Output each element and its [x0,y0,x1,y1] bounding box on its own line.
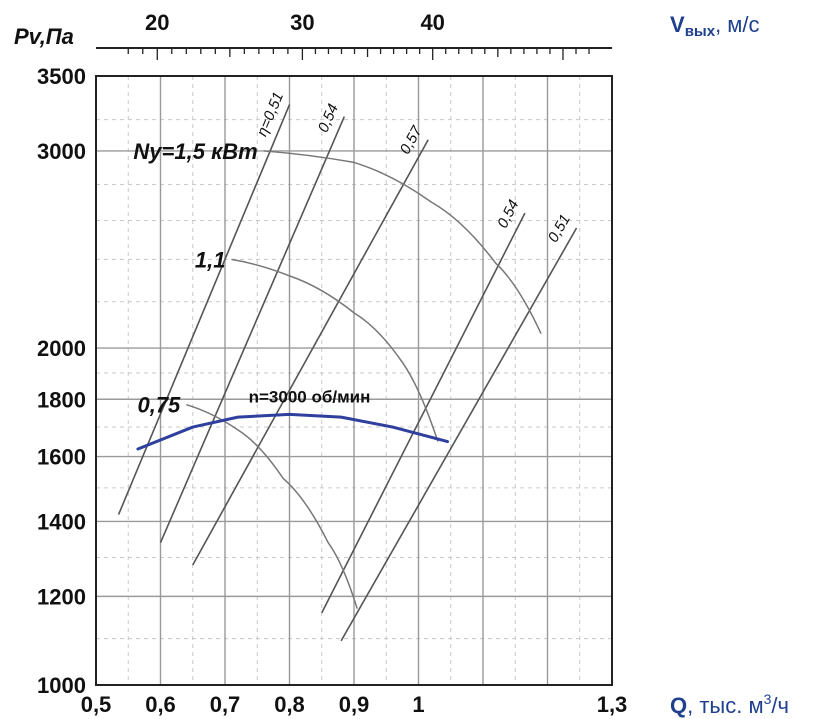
fan-curve [136,412,450,451]
y-tick-label: 2000 [37,336,86,361]
top-axis-label-sub: вых [685,23,716,40]
x-tick-label: 1 [412,692,424,717]
top-tick-label: 20 [145,10,169,35]
x-tick-label: 0,6 [145,692,176,717]
y-tick-label: 3000 [37,139,86,164]
power-curve [263,150,542,334]
major-gridlines [95,75,613,686]
plot-frame [95,75,613,686]
top-tick-label: 40 [420,10,444,35]
top-axis-label-suffix: , м/с [715,12,759,37]
y-tick-label: 1800 [37,387,86,412]
efficiency-lines: η=0,51 0,540,570,54 0,51 [117,90,578,642]
power-curve [186,403,358,609]
power-curve [231,258,439,442]
x-axis-label-suffix: , тыс. м [687,693,763,718]
y-axis-ticks: 1000 1200 1400 1600 1800 2000 3000 3500 [37,64,86,698]
y-axis-label: Pv,Па [14,24,74,49]
x-tick-label: 1,3 [597,692,628,717]
y-tick-label: 1000 [37,673,86,698]
x-axis-label-prefix: Q [670,693,687,718]
power-curve-label: Nу=1,5 кВт [133,139,257,164]
top-tick-label: 30 [290,10,314,35]
x-tick-label: 0,9 [339,692,370,717]
y-tick-label: 1200 [37,584,86,609]
x-axis-label: Q, тыс. м3/ч [670,691,789,718]
efficiency-line [340,227,578,642]
power-curve-label: 0,75 [137,393,181,418]
top-axis-label: Vвых, м/с [670,12,760,40]
top-axis-ticks: 20 30 40 [127,10,590,60]
x-axis-label-sup: 3 [764,691,772,707]
y-tick-label: 3500 [37,64,86,89]
x-tick-label: 0,7 [210,692,241,717]
y-tick-label: 1600 [37,445,86,470]
y-tick-label: 1400 [37,509,86,534]
fan-curve-group: n=3000 об/мин [136,387,450,451]
x-axis-label-tail: /ч [771,693,789,718]
efficiency-label: η=0,51 [254,90,288,139]
power-curves: Nу=1,5 кВт 1,1 0,75 [133,139,542,609]
x-axis-ticks: 0,5 0,6 0,7 0,8 0,9 1 1,3 [81,692,628,717]
x-tick-label: 0,8 [274,692,305,717]
efficiency-line [159,116,346,544]
efficiency-line [321,212,526,614]
x-tick-label: 0,5 [81,692,112,717]
top-axis-label-prefix: V [670,12,685,37]
power-curve-label: 1,1 [195,247,226,272]
fan-curve-label: n=3000 об/мин [249,387,371,406]
efficiency-line [192,139,429,566]
